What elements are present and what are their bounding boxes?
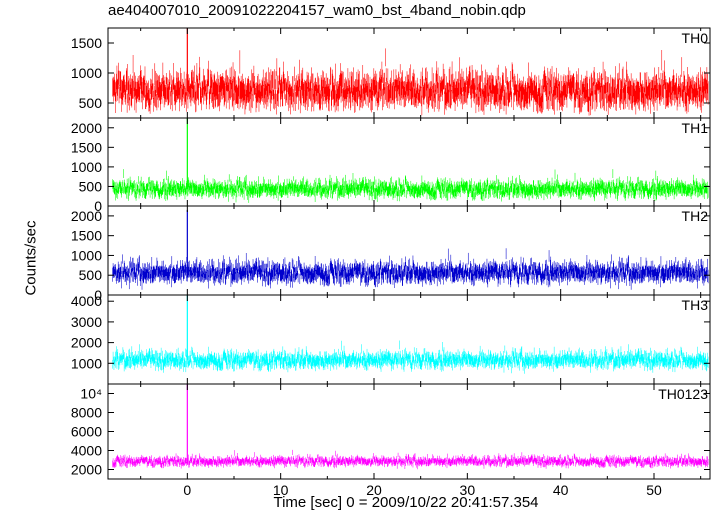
x-axis-label: Time [sec] 0 = 2009/10/22 20:41:57.354 — [273, 494, 539, 511]
x-tick-label-2: 20 — [366, 482, 382, 498]
panel-label-TH3: TH3 — [682, 297, 709, 313]
x-tick-label-3: 30 — [460, 482, 476, 498]
y-tick-label-TH3-3: 4000 — [71, 293, 102, 309]
y-tick-label-TH0123-0: 2000 — [71, 462, 102, 478]
y-tick-label-TH1-0: 0 — [94, 198, 102, 214]
x-tick-label-4: 40 — [553, 482, 569, 498]
x-tick-label-5: 50 — [646, 482, 662, 498]
panel-frame-TH2 — [107, 205, 711, 296]
series-line-TH0123 — [112, 449, 709, 470]
panel-label-TH1: TH1 — [682, 120, 709, 136]
y-tick-label-TH2-3: 1500 — [71, 228, 102, 244]
y-tick-label-TH3-0: 1000 — [71, 355, 102, 371]
y-tick-label-TH0123-1: 4000 — [71, 443, 102, 459]
y-tick-label-TH0-2: 1500 — [71, 35, 102, 51]
y-tick-label-TH0-1: 1000 — [71, 65, 102, 81]
y-tick-label-TH3-1: 2000 — [71, 335, 102, 351]
panel-label-TH0123: TH0123 — [658, 386, 708, 402]
y-tick-label-TH2-2: 1000 — [71, 247, 102, 263]
y-tick-label-TH0-0: 500 — [79, 95, 103, 111]
y-axis-label: Counts/sec — [22, 220, 40, 296]
y-tick-label-TH2-1: 500 — [79, 267, 103, 283]
y-tick-label-TH1-3: 1500 — [71, 139, 102, 155]
y-tick-label-TH1-2: 1000 — [71, 159, 102, 175]
panel-frame-TH3 — [107, 294, 711, 385]
x-tick-label-0: 0 — [183, 482, 191, 498]
y-tick-label-TH3-2: 3000 — [71, 314, 102, 330]
y-tick-label-TH0123-4: 10⁴ — [80, 386, 102, 402]
panel-label-TH0: TH0 — [682, 30, 709, 46]
series-line-TH0 — [112, 48, 709, 116]
panel-label-TH2: TH2 — [682, 208, 709, 224]
series-line-TH1 — [112, 169, 709, 203]
y-tick-label-TH2-4: 2000 — [71, 208, 102, 224]
x-tick-label-1: 10 — [273, 482, 289, 498]
y-tick-label-TH1-1: 500 — [79, 178, 103, 194]
y-tick-label-TH0123-2: 6000 — [71, 424, 102, 440]
series-line-TH3 — [112, 340, 709, 374]
series-line-TH2 — [112, 248, 709, 290]
y-tick-label-TH2-0: 0 — [94, 287, 102, 303]
y-tick-label-TH0123-3: 8000 — [71, 405, 102, 421]
chart-title: ae404007010_20091022204157_wam0_bst_4ban… — [108, 2, 526, 19]
y-tick-label-TH1-4: 2000 — [71, 120, 102, 136]
